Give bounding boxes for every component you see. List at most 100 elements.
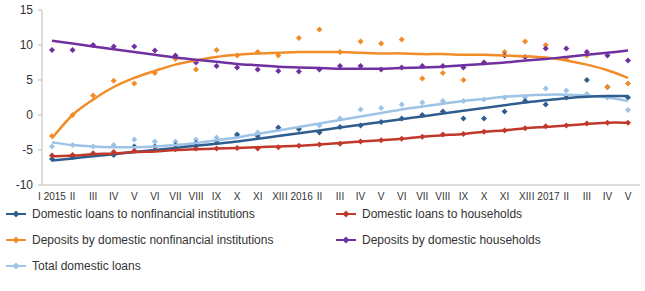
point (316, 27, 322, 33)
x-tick-label: V (131, 191, 138, 202)
y-tick (38, 150, 42, 151)
legend-label: Deposits by domestic nonfinancial instit… (32, 233, 273, 247)
legend-marker (343, 237, 350, 244)
x-tick-label: II (317, 191, 323, 202)
point (49, 144, 55, 150)
chart: -10-5051015I 2015IIIIIIVVVIVIIVIIIIXXXIX… (0, 0, 645, 291)
x-tick-label: IX (459, 191, 469, 202)
legend-marker (13, 263, 20, 270)
x-tick-label: XI (253, 191, 262, 202)
x-tick-label: III (89, 191, 97, 202)
x-tick-label: VIII (435, 191, 450, 202)
point (152, 48, 158, 54)
x-tick-label: VII (416, 191, 428, 202)
point (214, 47, 220, 53)
x-tick-label: II (70, 191, 76, 202)
legend-marker (13, 237, 20, 244)
y-tick-label: -10 (16, 178, 34, 192)
point (131, 43, 137, 49)
y-axis (42, 10, 43, 185)
legend-label: Deposits by domestic households (362, 233, 541, 247)
point (481, 116, 487, 122)
point (399, 102, 405, 108)
y-tick (38, 115, 42, 116)
y-tick (38, 45, 42, 46)
point (604, 84, 610, 90)
point (193, 67, 199, 73)
point (214, 63, 220, 69)
point (255, 67, 261, 73)
legend: Domestic loans to nonfinancial instituti… (6, 207, 541, 273)
x-tick-label: V (625, 191, 632, 202)
x-tick-label: VI (150, 191, 159, 202)
y-tick-label: 0 (26, 108, 33, 122)
y-tick (38, 185, 42, 186)
x-tick-label: IV (109, 191, 119, 202)
point (563, 88, 569, 94)
point (522, 39, 528, 45)
legend-label: Domestic loans to households (362, 207, 522, 221)
trend-line (52, 95, 628, 148)
point (275, 68, 281, 74)
point (543, 102, 549, 108)
point (296, 35, 302, 41)
legend-marker (13, 211, 20, 218)
x-tick-label: IV (356, 191, 366, 202)
x-tick-label: XI (500, 191, 509, 202)
point (502, 109, 508, 115)
point (604, 84, 610, 90)
point (563, 46, 569, 52)
point (358, 106, 364, 112)
y-tick-label: 10 (20, 38, 34, 52)
point (49, 47, 55, 53)
x-tick-label: VII (169, 191, 181, 202)
point (70, 47, 76, 53)
trend-line (52, 41, 628, 69)
legend-label: Total domestic loans (32, 259, 141, 273)
point (419, 99, 425, 105)
point (543, 85, 549, 91)
y-tick (38, 10, 42, 11)
y-tick (38, 80, 42, 81)
x-tick-label: XII (272, 191, 284, 202)
x-tick-label: III (583, 191, 591, 202)
point (131, 137, 137, 143)
trend-line (52, 96, 628, 160)
x-tick-label: V (378, 191, 385, 202)
point (399, 36, 405, 42)
x-tick-label: I 2017 (532, 191, 560, 202)
point (584, 77, 590, 83)
x-tick-label: VIII (188, 191, 203, 202)
point (378, 105, 384, 111)
y-tick-label: 15 (20, 3, 34, 17)
point (460, 116, 466, 122)
legend-label: Domestic loans to nonfinancial instituti… (32, 207, 255, 221)
point (378, 41, 384, 47)
plot-area (49, 27, 631, 163)
x-tick-label: IX (212, 191, 222, 202)
x-tick-label: III (336, 191, 344, 202)
point (460, 77, 466, 83)
y-tick-label: -5 (22, 143, 33, 157)
point (625, 57, 631, 63)
point (131, 81, 137, 87)
point (440, 70, 446, 76)
point (543, 46, 549, 52)
point (419, 76, 425, 82)
point (296, 69, 302, 75)
point (111, 78, 117, 84)
x-tick-label: X (234, 191, 241, 202)
x-tick-label: X (481, 191, 488, 202)
legend-marker (343, 211, 350, 218)
y-tick-label: 5 (26, 73, 33, 87)
x-tick-label: VI (397, 191, 406, 202)
x-tick-label: I 2016 (285, 191, 313, 202)
x-tick-label: IV (603, 191, 613, 202)
trend-line (52, 123, 628, 157)
x-tick-label: XII (519, 191, 531, 202)
point (625, 81, 631, 87)
x-tick-label: I 2015 (38, 191, 66, 202)
point (625, 107, 631, 113)
x-tick-label: II (564, 191, 570, 202)
x-axis (42, 185, 640, 186)
